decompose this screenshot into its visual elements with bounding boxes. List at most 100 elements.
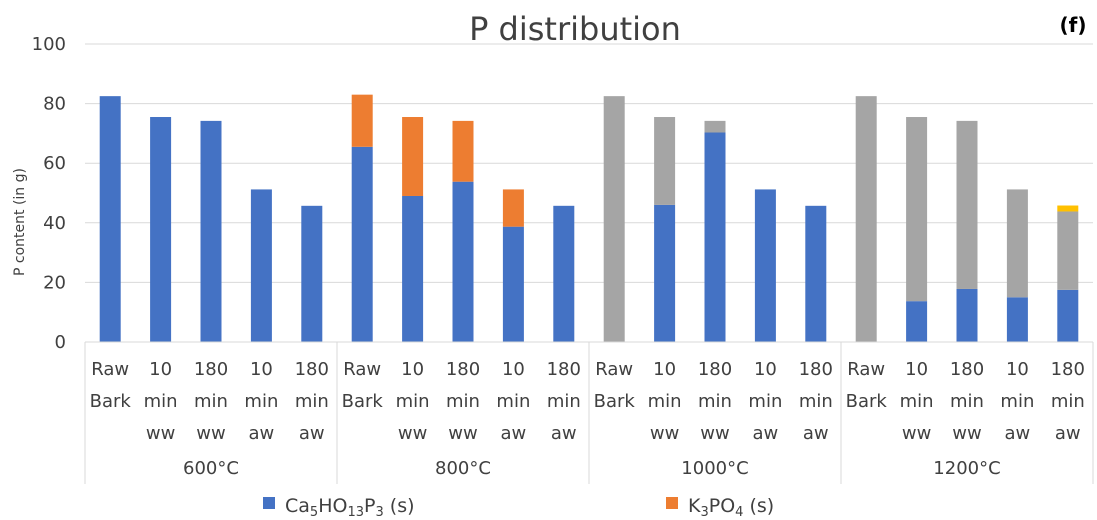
x-tick-label: 180 — [698, 359, 732, 380]
x-tick-label: 180 — [194, 359, 228, 380]
x-tick-label: aw — [803, 423, 829, 444]
x-tick-label: 180 — [1051, 359, 1085, 380]
bar-segment — [502, 189, 524, 227]
x-tick-label: ww — [398, 423, 427, 444]
x-tick-label: Raw — [595, 359, 633, 380]
x-tick-label: min — [1051, 391, 1085, 412]
x-tick-label: min — [698, 391, 732, 412]
y-tick-label: 40 — [43, 213, 66, 234]
x-tick-label: Bark — [342, 391, 384, 412]
bar-segment — [402, 117, 424, 196]
bar-segment — [1057, 205, 1079, 212]
y-tick-label: 60 — [43, 153, 66, 174]
x-tick-label: ww — [146, 423, 175, 444]
x-tick-label: Raw — [847, 359, 885, 380]
x-tick-label: min — [799, 391, 833, 412]
x-tick-label: ww — [902, 423, 931, 444]
y-axis-label: P content (in g) — [12, 168, 28, 276]
bar-segment — [906, 117, 928, 302]
x-tick-label: ww — [952, 423, 981, 444]
bar-segment — [301, 205, 323, 342]
x-tick-label: aw — [249, 423, 275, 444]
x-tick-label: ww — [448, 423, 477, 444]
bar-segment — [956, 120, 978, 289]
x-tick-label: 10 — [401, 359, 424, 380]
bar-segment — [956, 288, 978, 342]
bar-segment — [250, 189, 272, 342]
bar-segment — [704, 120, 726, 133]
bar-segment — [704, 132, 726, 342]
panel-label: (f) — [1060, 13, 1087, 37]
x-tick-label: 10 — [250, 359, 273, 380]
x-tick-label: min — [496, 391, 530, 412]
bar-segment — [805, 205, 827, 342]
bar-segment — [452, 181, 474, 342]
group-label: 1200°C — [933, 458, 1000, 479]
legend-label: K3PO4 (s) — [688, 495, 774, 520]
x-tick-label: 10 — [653, 359, 676, 380]
x-tick-label: min — [295, 391, 329, 412]
x-tick-label: min — [1000, 391, 1034, 412]
bar-segment — [654, 204, 676, 342]
bar-segment — [906, 301, 928, 342]
x-tick-label: ww — [650, 423, 679, 444]
bar-segment — [351, 146, 373, 342]
x-tick-label: min — [144, 391, 178, 412]
group-label: 600°C — [183, 458, 239, 479]
x-tick-label: min — [748, 391, 782, 412]
x-tick-label: 180 — [547, 359, 581, 380]
x-tick-label: min — [950, 391, 984, 412]
x-tick-label: min — [396, 391, 430, 412]
x-tick-label: Bark — [846, 391, 888, 412]
x-axis: RawBark10minww180minww10minaw180minaw600… — [84, 341, 1094, 484]
x-tick-label: 10 — [502, 359, 525, 380]
x-tick-label: ww — [700, 423, 729, 444]
x-tick-label: aw — [299, 423, 325, 444]
bar-segment — [351, 94, 373, 147]
bar-segment — [1006, 189, 1028, 298]
legend-label: Ca5HO13P3 (s) — [285, 495, 415, 520]
x-tick-label: 10 — [754, 359, 777, 380]
x-tick-label: min — [446, 391, 480, 412]
x-tick-label: min — [648, 391, 682, 412]
group-label: 1000°C — [681, 458, 748, 479]
bar-segment — [200, 120, 222, 342]
x-tick-label: aw — [1005, 423, 1031, 444]
bar-segment — [452, 120, 474, 182]
bar-segment — [402, 195, 424, 342]
bar-segment — [1006, 297, 1028, 342]
bar-segment — [603, 96, 625, 343]
x-tick-label: min — [900, 391, 934, 412]
x-tick-label: Raw — [343, 359, 381, 380]
bar-segment — [654, 117, 676, 205]
bar-segment — [553, 205, 575, 342]
x-tick-label: 180 — [799, 359, 833, 380]
bar-segment — [502, 226, 524, 342]
x-tick-label: min — [244, 391, 278, 412]
x-tick-label: min — [194, 391, 228, 412]
y-tick-label: 20 — [43, 272, 66, 293]
x-tick-label: 180 — [950, 359, 984, 380]
y-tick-label: 0 — [55, 332, 66, 353]
chart-title: P distribution — [469, 10, 681, 48]
gridlines — [85, 43, 1093, 283]
x-tick-label: 180 — [295, 359, 329, 380]
bar-segment — [1057, 211, 1079, 290]
bar-segment — [754, 189, 776, 342]
bar-segment — [150, 117, 172, 342]
x-tick-label: 10 — [149, 359, 172, 380]
group-label: 800°C — [435, 458, 491, 479]
x-tick-label: 180 — [446, 359, 480, 380]
x-tick-label: aw — [501, 423, 527, 444]
x-tick-label: Bark — [594, 391, 636, 412]
y-tick-label: 80 — [43, 94, 66, 115]
x-tick-label: Bark — [90, 391, 132, 412]
x-tick-label: aw — [1055, 423, 1081, 444]
x-tick-label: Raw — [91, 359, 129, 380]
y-tick-label: 100 — [32, 34, 66, 55]
x-tick-label: 10 — [1006, 359, 1029, 380]
legend-swatch — [666, 497, 678, 509]
bar-segment — [99, 96, 121, 343]
bar-segment — [855, 96, 877, 343]
